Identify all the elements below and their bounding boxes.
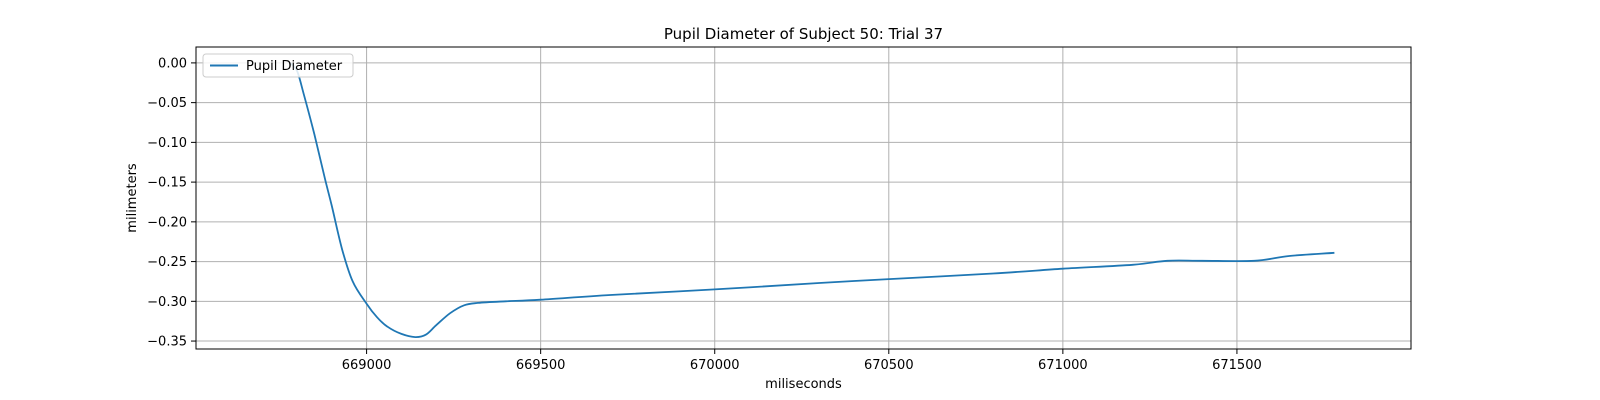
legend-label: Pupil Diameter — [246, 59, 343, 74]
y-tick-label: −0.20 — [147, 215, 187, 230]
y-tick-label: −0.25 — [147, 255, 187, 270]
series-layer — [289, 62, 1335, 339]
legend-box — [202, 53, 354, 78]
x-tick-label: 671000 — [1038, 358, 1088, 373]
x-tick-label: 670500 — [864, 358, 914, 373]
legend: Pupil Diameter — [202, 53, 354, 78]
y-axis-title: milimeters — [125, 163, 140, 233]
y-tick-label: −0.15 — [147, 176, 187, 191]
plot-frame — [195, 46, 1412, 350]
y-tick-label: −0.10 — [147, 136, 187, 151]
y-tick-label: −0.35 — [147, 335, 187, 350]
y-tick-label: −0.30 — [147, 295, 187, 310]
x-tick-label: 671500 — [1212, 358, 1262, 373]
chart-title: Pupil Diameter of Subject 50: Trial 37 — [664, 25, 943, 43]
x-tick-label: 669500 — [516, 358, 566, 373]
x-axis-title: miliseconds — [765, 377, 842, 392]
series-line-pupil-diameter — [289, 62, 1335, 339]
ticks: 669000 669500 670000 670500 671000 671500 0.00… — [147, 56, 1262, 373]
x-tick-label: 670000 — [690, 358, 740, 373]
grid — [196, 47, 1411, 349]
y-tick-label: −0.05 — [147, 96, 187, 111]
x-tick-label: 669000 — [342, 358, 392, 373]
y-tick-label: 0.00 — [158, 56, 187, 71]
